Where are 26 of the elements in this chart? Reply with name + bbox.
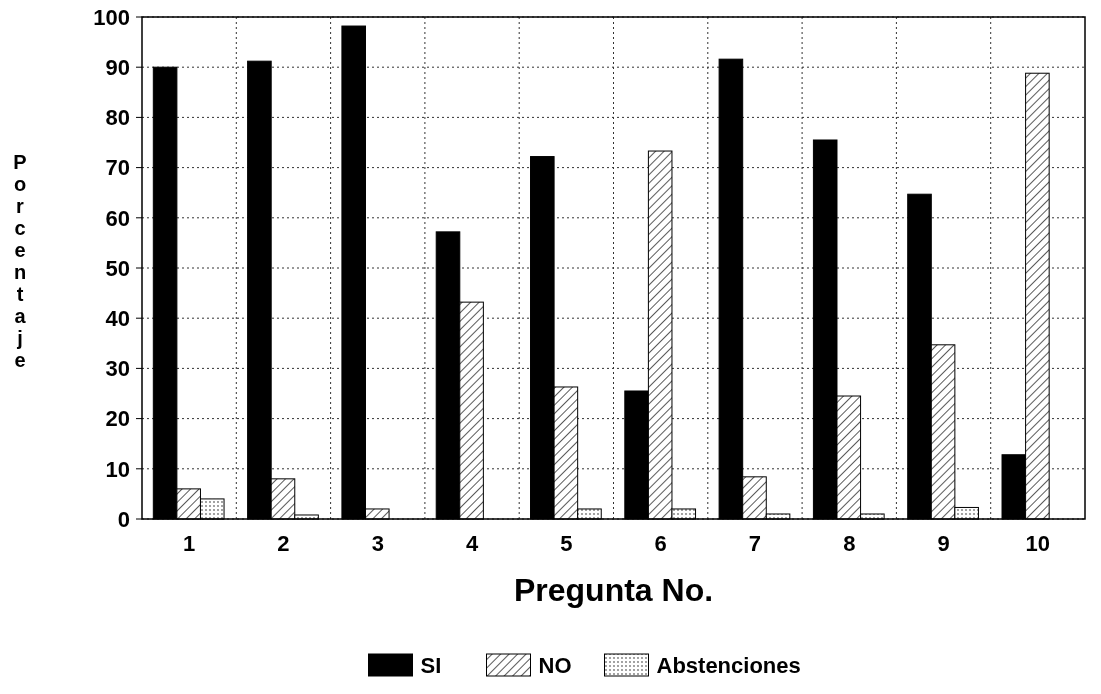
legend-label: Abstenciones [656, 652, 801, 678]
y-tick-label: 50 [105, 255, 130, 281]
legend-label: SI [420, 652, 442, 678]
y-tick-label: 10 [105, 456, 130, 482]
x-axis-title: Pregunta No. [513, 572, 714, 608]
x-tick-label: 10 [1025, 531, 1051, 556]
y-tick-label: 100 [93, 4, 130, 30]
y-tick-label: 90 [105, 54, 130, 80]
y-tick-label: 20 [105, 406, 130, 432]
x-tick-label: 6 [654, 531, 667, 556]
x-tick-label: 8 [843, 531, 856, 556]
x-tick-label: 2 [277, 531, 290, 556]
text: Porcentaje [13, 151, 27, 371]
x-tick-label: 1 [183, 531, 196, 556]
y-tick-label: 40 [105, 305, 130, 331]
x-tick-label: 9 [937, 531, 950, 556]
x-tick-label: 5 [560, 531, 573, 556]
y-tick-label: 30 [105, 356, 130, 382]
y-tick-label: 70 [105, 155, 130, 181]
y-tick-label: 60 [105, 205, 130, 231]
x-tick-label: 3 [371, 531, 384, 556]
y-tick-label: 80 [105, 105, 130, 131]
x-tick-label: 4 [465, 531, 479, 556]
y-tick-label: 0 [117, 506, 130, 532]
legend-label: NO [538, 652, 572, 678]
x-tick-label: 7 [748, 531, 762, 556]
